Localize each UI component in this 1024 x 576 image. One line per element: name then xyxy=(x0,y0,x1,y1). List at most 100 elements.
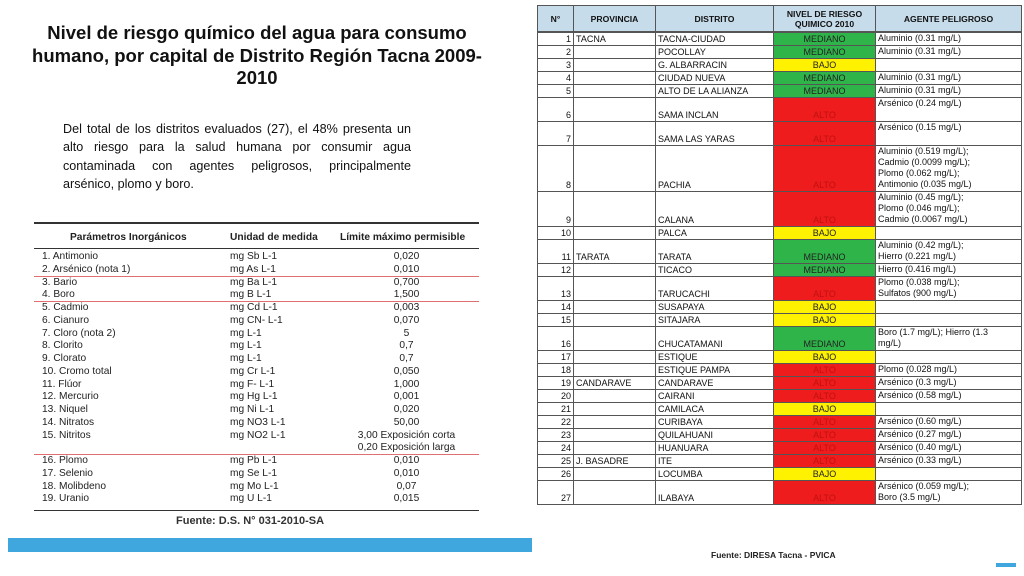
param-limit: 0,015 xyxy=(393,493,420,505)
param-unit: mg Se L-1 xyxy=(230,467,277,479)
province-cell xyxy=(573,145,656,192)
agent-cell xyxy=(875,58,1022,72)
param-name: 6. Cianuro xyxy=(42,314,90,326)
param-row: 13. Niquel mg Ni L-1 0,020 xyxy=(34,404,479,417)
province-cell xyxy=(573,428,656,442)
district-cell: CAIRANI xyxy=(655,389,774,403)
province-cell xyxy=(573,389,656,403)
param-name: 15. Nitritos xyxy=(42,429,91,441)
header-provincia: PROVINCIA xyxy=(573,5,656,32)
param-row: 9. Clorato mg L-1 0,7 xyxy=(34,353,479,366)
header-nivel: NIVEL DE RIESGO QUIMICO 2010 xyxy=(773,5,876,32)
row-number: 20 xyxy=(537,389,574,403)
agent-cell: Aluminio (0.31 mg/L) xyxy=(875,45,1022,59)
highlight-rule xyxy=(34,454,479,455)
param-name: 1. Antimonio xyxy=(42,251,99,262)
province-cell xyxy=(573,58,656,72)
param-limit: 0,07 xyxy=(396,480,417,492)
risk-level-cell: ALTO xyxy=(773,191,876,227)
param-row: 10. Cromo total mg Cr L-1 0,050 xyxy=(34,366,479,379)
param-limit: 0,010 xyxy=(393,467,420,479)
risk-level-cell: MEDIANO xyxy=(773,45,876,59)
param-name: 14. Nitratos xyxy=(42,416,95,428)
row-number: 21 xyxy=(537,402,574,416)
province-cell xyxy=(573,402,656,416)
agent-cell: Arsénico (0.15 mg/L) xyxy=(875,121,1022,146)
param-name: 11. Flúor xyxy=(42,378,82,390)
param-limit: 5 xyxy=(403,327,410,339)
param-name: 10. Cromo total xyxy=(42,365,112,377)
risk-level-cell: ALTO xyxy=(773,428,876,442)
agent-cell: Plomo (0.038 mg/L); Sulfatos (900 mg/L) xyxy=(875,276,1022,301)
param-unit: mg CN- L-1 xyxy=(230,314,283,326)
province-cell xyxy=(573,326,656,351)
district-cell: QUILAHUANI xyxy=(655,428,774,442)
param-name: 5. Cadmio xyxy=(42,302,89,313)
agent-cell: Arsénico (0.60 mg/L) xyxy=(875,415,1022,429)
agent-cell xyxy=(875,300,1022,314)
province-cell xyxy=(573,226,656,240)
param-unit: mg L-1 xyxy=(230,340,262,352)
param-name: 9. Clorato xyxy=(42,353,87,364)
risk-level-cell: ALTO xyxy=(773,363,876,377)
param-unit: mg Ba L-1 xyxy=(230,276,277,288)
param-limit: 0,7 xyxy=(399,340,414,352)
row-number: 18 xyxy=(537,363,574,377)
risk-level-cell: BAJO xyxy=(773,402,876,416)
risk-level-cell: ALTO xyxy=(773,376,876,390)
district-cell: ESTIQUE xyxy=(655,350,774,364)
row-number: 3 xyxy=(537,58,574,72)
param-unit: mg Cr L-1 xyxy=(230,365,276,377)
district-cell: TARUCACHI xyxy=(655,276,774,301)
row-number: 9 xyxy=(537,191,574,227)
row-number: 2 xyxy=(537,45,574,59)
header-bottom-rule xyxy=(34,248,479,249)
agent-cell: Arsénico (0.27 mg/L) xyxy=(875,428,1022,442)
param-row: 5. Cadmio mg Cd L-1 0,003 xyxy=(34,302,479,315)
agent-cell: Plomo (0.028 mg/L) xyxy=(875,363,1022,377)
agent-cell: Aluminio (0.42 mg/L); Hierro (0.221 mg/L… xyxy=(875,239,1022,264)
risk-level-cell: ALTO xyxy=(773,145,876,192)
risk-level-cell: BAJO xyxy=(773,313,876,327)
param-row: 15. Nitritos mg NO2 L-1 3,00 Exposición co… xyxy=(34,430,479,443)
agent-cell: Aluminio (0.31 mg/L) xyxy=(875,84,1022,98)
param-unit: mg Ni L-1 xyxy=(230,404,275,415)
param-name: 2. Arsénico (nota 1) xyxy=(42,263,131,275)
district-cell: ITE xyxy=(655,454,774,468)
agent-cell xyxy=(875,313,1022,327)
province-cell xyxy=(573,363,656,377)
district-cell: LOCUMBA xyxy=(655,467,774,481)
province-cell xyxy=(573,276,656,301)
district-cell: ILABAYA xyxy=(655,480,774,505)
district-cell: CURIBAYA xyxy=(655,415,774,429)
district-cell: HUANUARA xyxy=(655,441,774,455)
agent-cell: Arsénico (0.58 mg/L) xyxy=(875,389,1022,403)
param-unit: mg Pb L-1 xyxy=(230,455,277,466)
intro-paragraph: Del total de los distritos evaluados (27… xyxy=(63,122,411,191)
param-limit: 50,00 xyxy=(393,416,420,428)
param-unit: mg L-1 xyxy=(230,353,262,364)
row-number: 12 xyxy=(537,263,574,277)
param-unit: mg B L-1 xyxy=(230,289,272,301)
risk-level-cell: BAJO xyxy=(773,467,876,481)
param-unit: mg Hg L-1 xyxy=(230,391,278,403)
param-name: 7. Cloro (nota 2) xyxy=(42,327,116,339)
province-cell: J. BASADRE xyxy=(573,454,656,468)
risk-level-cell: MEDIANO xyxy=(773,326,876,351)
decorative-blue-bar xyxy=(8,538,532,552)
province-cell xyxy=(573,313,656,327)
row-number: 26 xyxy=(537,467,574,481)
param-row: 18. Molibdeno mg Mo L-1 0,07 xyxy=(34,481,479,494)
row-number: 10 xyxy=(537,226,574,240)
risk-table: N° PROVINCIA DISTRITO NIVEL DE RIESGO QUIMI… xyxy=(537,5,1022,560)
row-number: 16 xyxy=(537,326,574,351)
province-cell xyxy=(573,415,656,429)
province-cell xyxy=(573,191,656,227)
param-limit: 0,050 xyxy=(393,365,420,377)
param-name: 17. Selenio xyxy=(42,467,93,479)
province-cell xyxy=(573,45,656,59)
param-unit: mg NO2 L-1 xyxy=(230,429,286,441)
slide-corner-mark xyxy=(996,563,1016,567)
risk-level-cell: ALTO xyxy=(773,276,876,301)
highlight-rule xyxy=(34,275,479,277)
